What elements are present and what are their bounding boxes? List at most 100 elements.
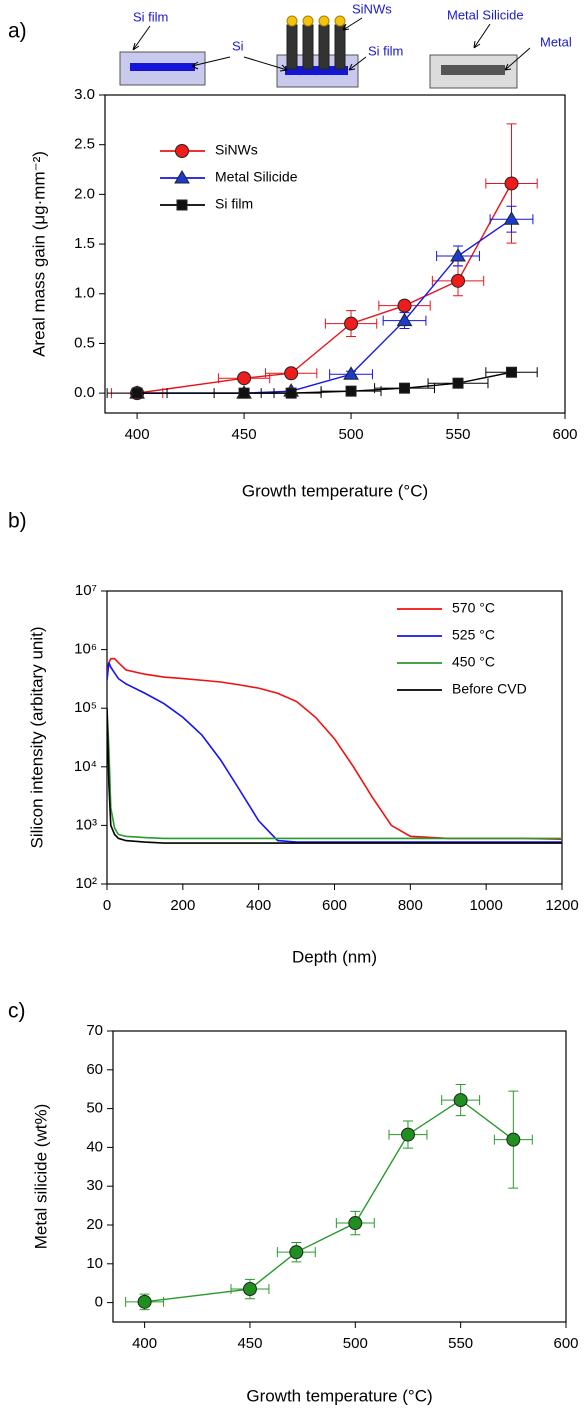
error-cap — [217, 373, 271, 384]
x-tick-label: 600 — [322, 897, 347, 914]
error-cap — [276, 1247, 316, 1258]
series-line — [107, 662, 562, 843]
y-axis-title: Areal mass gain (μg·mm⁻²) — [29, 151, 48, 357]
y-tick-label: 2.0 — [74, 185, 95, 202]
error-cap — [493, 1134, 533, 1145]
marker — [452, 377, 464, 389]
marker — [343, 366, 359, 380]
x-tick-label: 0 — [103, 897, 111, 914]
series-line — [107, 657, 562, 841]
x-tick-label: 400 — [132, 1335, 157, 1352]
x-tick-label: 500 — [343, 1335, 368, 1352]
marker — [242, 1282, 257, 1297]
marker — [174, 170, 190, 184]
schematic: Si film Si SiNWs Si film Metal Silicide … — [119, 1, 572, 89]
marker — [506, 1132, 521, 1147]
si-layer — [130, 63, 195, 71]
marker — [285, 387, 297, 399]
marker — [453, 1093, 468, 1108]
marker — [176, 199, 188, 211]
legend-label: 450 °C — [452, 654, 495, 670]
x-axis-title: Growth temperature (°C) — [242, 481, 428, 500]
schematic-label: Si — [232, 38, 244, 53]
schematic-label: Si film — [368, 43, 403, 58]
legend-label: 525 °C — [452, 627, 495, 643]
panel-label: b) — [8, 510, 27, 533]
marker — [289, 1245, 304, 1260]
panel-label: a) — [8, 20, 27, 43]
catalysts — [286, 15, 346, 27]
marker — [397, 298, 412, 313]
y-tick-label: 30 — [86, 1177, 103, 1194]
error-cap — [382, 315, 427, 326]
error-cap — [431, 275, 485, 286]
error-cap — [139, 1293, 150, 1311]
marker — [348, 1216, 363, 1231]
error-cap — [508, 1090, 519, 1189]
error-cap — [264, 368, 318, 379]
y-tick-label: 1.0 — [74, 285, 95, 302]
y-tick-label: 60 — [86, 1061, 103, 1078]
schematic-label: Metal — [540, 34, 572, 49]
y-tick-label: 10⁶ — [74, 641, 97, 658]
marker — [175, 144, 189, 158]
y-tick-label: 0.5 — [74, 334, 95, 351]
schematic-label: Metal Silicide — [447, 7, 524, 22]
error-cap — [485, 367, 538, 378]
si-layer — [285, 66, 348, 75]
series-line — [107, 708, 562, 844]
y-tick-label: 70 — [86, 1022, 103, 1039]
marker — [399, 382, 411, 394]
plot-frame — [112, 1030, 567, 1323]
y-tick-label: 10² — [75, 875, 97, 892]
marker — [345, 385, 357, 397]
schematic-label: SiNWs — [352, 1, 392, 16]
x-axis-title: Depth (nm) — [292, 947, 377, 966]
x-tick-label: 1000 — [469, 897, 502, 914]
marker — [237, 371, 252, 386]
error-cap — [106, 388, 168, 399]
x-tick-label: 400 — [246, 897, 271, 914]
error-cap — [388, 1129, 428, 1140]
silicide-layer — [441, 65, 505, 75]
error-cap — [441, 1095, 481, 1106]
error-cap — [346, 310, 357, 337]
marker — [238, 387, 250, 399]
error-cap — [324, 318, 378, 329]
y-tick-label: 20 — [86, 1216, 103, 1233]
error-cap — [378, 300, 431, 311]
error-cap — [230, 1284, 270, 1295]
x-tick-label: 450 — [232, 426, 257, 443]
error-cap — [335, 1218, 375, 1229]
marker — [504, 176, 519, 191]
schematic-label: Si film — [133, 9, 168, 24]
error-cap — [329, 369, 373, 380]
y-tick-label: 10⁵ — [74, 699, 97, 716]
y-tick-label: 10 — [86, 1255, 103, 1272]
marker — [137, 1294, 152, 1309]
x-tick-label: 600 — [552, 426, 577, 443]
arrows — [132, 17, 531, 72]
marker — [131, 387, 143, 399]
x-tick-label: 550 — [446, 426, 471, 443]
y-tick-label: 40 — [86, 1138, 103, 1155]
error-cap — [291, 1241, 302, 1263]
error-cap — [125, 1296, 165, 1307]
x-axis-title: Growth temperature (°C) — [246, 1386, 432, 1405]
y-axis-title: Silicon intensity (arbitary unit) — [27, 626, 46, 848]
y-tick-label: 1.5 — [74, 235, 95, 252]
y-tick-label: 50 — [86, 1100, 103, 1117]
error-cap — [374, 383, 435, 394]
y-tick-label: 0 — [95, 1294, 103, 1311]
y-tick-label: 2.5 — [74, 136, 95, 153]
marker — [506, 366, 518, 378]
legend-label: Before CVD — [452, 681, 527, 697]
x-tick-label: 450 — [237, 1335, 262, 1352]
marker — [400, 1127, 415, 1142]
y-tick-label: 0.0 — [74, 384, 95, 401]
error-cap — [506, 123, 517, 244]
error-cap — [506, 205, 517, 233]
y-tick-label: 3.0 — [74, 86, 95, 103]
y-axis-title: Metal silicide (wt%) — [31, 1104, 50, 1249]
